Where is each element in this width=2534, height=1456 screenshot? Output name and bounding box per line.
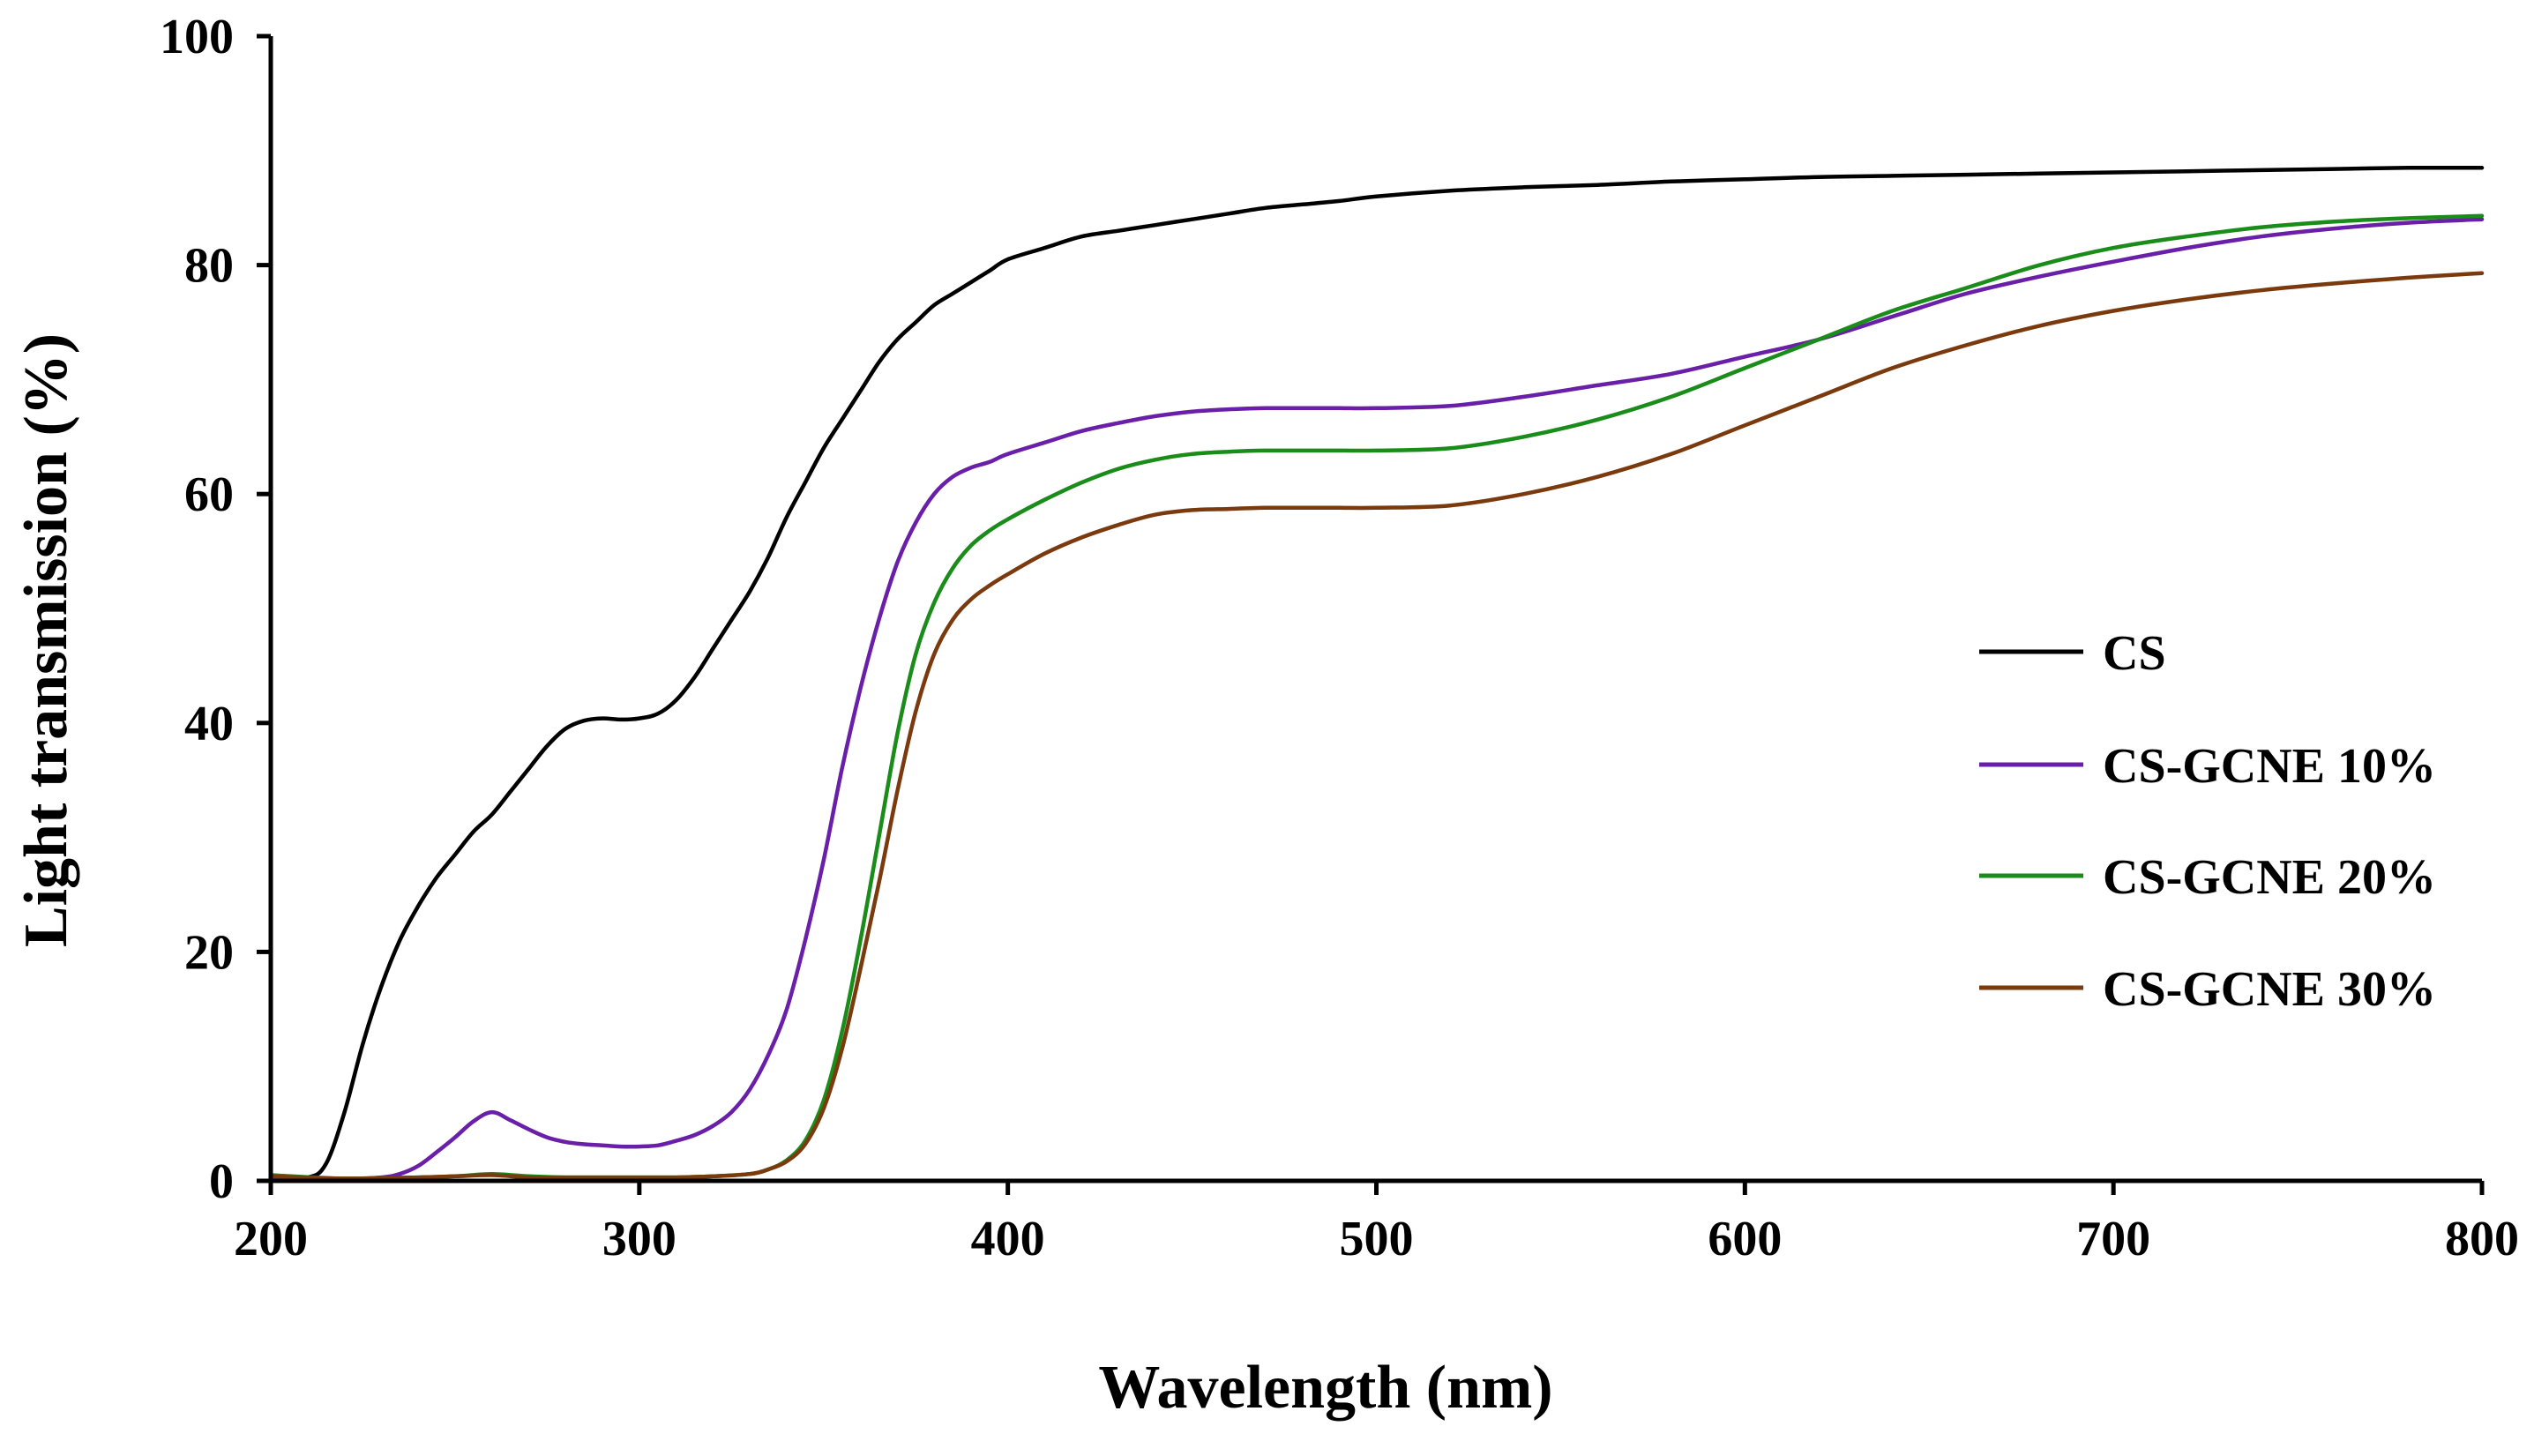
x-tick-label: 800	[2445, 1212, 2519, 1266]
x-ticks: 200 300 400 500 600 700 800	[234, 1181, 2519, 1266]
legend-label: CS-GCNE 10%	[2103, 739, 2436, 794]
x-tick-label: 700	[2076, 1212, 2150, 1266]
series-line-cs-gcne-30	[268, 271, 2485, 1181]
series-line-cs	[268, 165, 2485, 1180]
y-tick-label: 0	[209, 1154, 234, 1209]
y-axis-title: Light transmission (%)	[12, 333, 80, 947]
legend: CS CS-GCNE 10% CS-GCNE 20% CS-GCNE 30%	[1979, 626, 2436, 1017]
legend-label: CS	[2103, 626, 2166, 681]
y-tick-label: 40	[184, 697, 234, 751]
legend-label: CS-GCNE 30%	[2103, 962, 2436, 1017]
x-tick-label: 200	[234, 1212, 308, 1266]
legend-label: CS-GCNE 20%	[2103, 850, 2436, 905]
series-layer	[268, 165, 2485, 1181]
y-ticks: 0 20 40 60 80 100	[160, 10, 271, 1209]
y-tick-label: 60	[184, 467, 234, 522]
x-tick-label: 300	[602, 1212, 676, 1266]
y-tick-label: 100	[160, 10, 234, 64]
x-tick-label: 600	[1708, 1212, 1782, 1266]
axes: 200 300 400 500 600 700 800 0 20 40 60 80 100	[160, 10, 2519, 1266]
x-tick-label: 500	[1340, 1212, 1414, 1266]
x-axis-title: Wavelength (nm)	[1098, 1354, 1552, 1422]
y-tick-label: 20	[184, 925, 234, 980]
x-tick-label: 400	[971, 1212, 1045, 1266]
y-tick-label: 80	[184, 239, 234, 294]
